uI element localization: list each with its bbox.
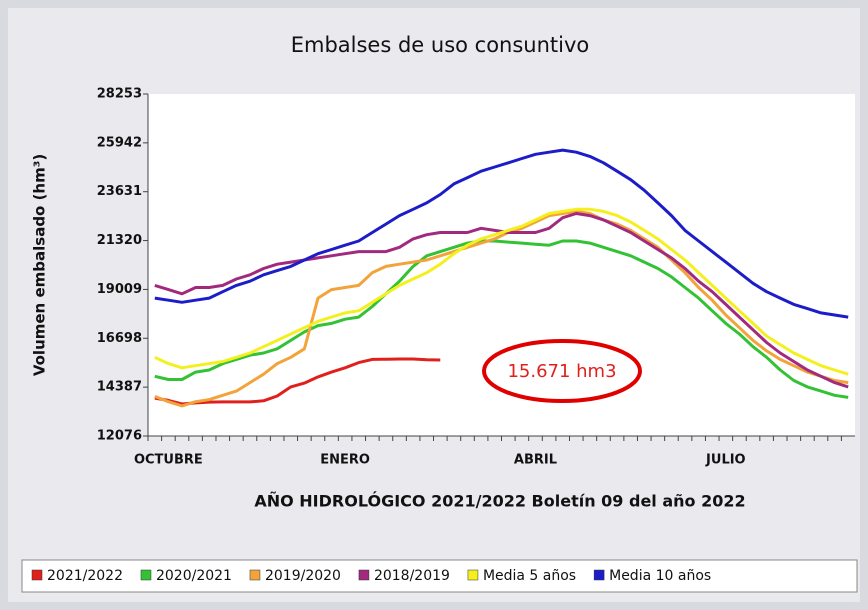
y-tick-label: 25942 — [97, 135, 142, 150]
series-line — [154, 207, 849, 376]
y-tick-label: 28253 — [97, 87, 142, 102]
y-tick-label: 12076 — [97, 429, 142, 444]
x-axis-title: AÑO HIDROLÓGICO 2021/2022 Boletín 09 del… — [254, 492, 745, 511]
legend-swatch — [31, 569, 43, 581]
y-tick-label: 14387 — [97, 380, 142, 395]
x-tick-label: JULIO — [705, 453, 746, 468]
legend-label: 2021/2022 — [47, 568, 123, 584]
annotation-ellipse — [482, 339, 642, 403]
series-line — [154, 357, 441, 406]
series-line — [154, 148, 849, 319]
legend-label: 2020/2021 — [156, 568, 232, 584]
annotation: 15.671 hm3 — [507, 361, 616, 382]
legend-label: Media 5 años — [483, 568, 576, 584]
x-tick-label: ABRIL — [514, 453, 557, 468]
series-line — [154, 209, 849, 408]
y-tick-label: 19009 — [97, 282, 142, 297]
y-tick-label: 21320 — [97, 233, 142, 248]
y-axis-title: Volumen embalsado (hm³) — [31, 154, 49, 376]
legend-swatch — [593, 569, 605, 581]
legend-label: 2018/2019 — [374, 568, 450, 584]
y-tick-label: 23631 — [97, 184, 142, 199]
x-tick-label: OCTUBRE — [134, 453, 203, 468]
y-tick-label: 16698 — [97, 331, 142, 346]
legend-label: Media 10 años — [609, 568, 711, 584]
legend-label: 2019/2020 — [265, 568, 341, 584]
legend-swatch — [140, 569, 152, 581]
legend-swatch — [249, 569, 261, 581]
chart-title: Embalses de uso consuntivo — [291, 33, 590, 57]
legend-box — [21, 559, 858, 593]
x-tick-label: ENERO — [320, 453, 370, 468]
legend-swatch — [467, 569, 479, 581]
plot-area — [148, 94, 855, 436]
legend-swatch — [358, 569, 370, 581]
series-line — [154, 239, 849, 399]
